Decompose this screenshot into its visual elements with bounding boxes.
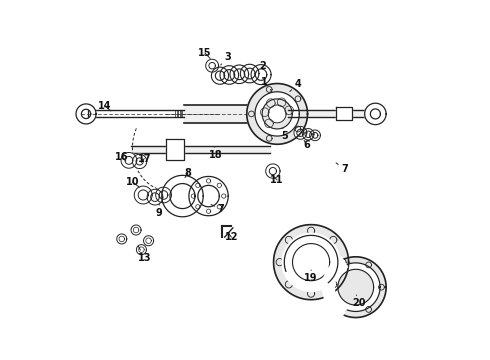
- Text: 8: 8: [184, 168, 191, 178]
- Text: 16: 16: [115, 152, 128, 162]
- Polygon shape: [134, 186, 152, 204]
- Polygon shape: [138, 190, 148, 200]
- Polygon shape: [251, 64, 271, 85]
- Text: 6: 6: [303, 140, 310, 150]
- Text: 11: 11: [270, 175, 284, 185]
- Polygon shape: [131, 146, 270, 153]
- Polygon shape: [284, 235, 338, 289]
- Polygon shape: [211, 67, 228, 84]
- Polygon shape: [310, 130, 320, 141]
- Polygon shape: [189, 176, 228, 216]
- Polygon shape: [162, 175, 203, 217]
- Text: 9: 9: [155, 204, 162, 218]
- Polygon shape: [294, 126, 307, 139]
- Polygon shape: [370, 109, 380, 119]
- Text: 1: 1: [261, 77, 272, 91]
- Polygon shape: [245, 68, 255, 79]
- Text: 19: 19: [304, 270, 318, 283]
- Text: 12: 12: [225, 232, 238, 242]
- Text: 15: 15: [198, 48, 212, 58]
- Polygon shape: [338, 269, 373, 305]
- Polygon shape: [136, 158, 143, 165]
- Polygon shape: [288, 111, 373, 117]
- Text: 13: 13: [138, 246, 151, 263]
- Polygon shape: [206, 59, 219, 72]
- Polygon shape: [325, 257, 386, 318]
- Polygon shape: [312, 132, 318, 138]
- Text: 4: 4: [290, 78, 301, 91]
- Polygon shape: [241, 64, 259, 83]
- Text: 7: 7: [211, 204, 224, 214]
- Polygon shape: [262, 99, 292, 129]
- Polygon shape: [365, 103, 386, 125]
- Text: 3: 3: [220, 52, 231, 65]
- Polygon shape: [151, 193, 159, 202]
- Polygon shape: [215, 71, 224, 80]
- Polygon shape: [198, 185, 220, 207]
- Polygon shape: [305, 131, 312, 138]
- Polygon shape: [331, 263, 380, 311]
- Polygon shape: [230, 65, 248, 84]
- Polygon shape: [184, 105, 270, 123]
- Text: 5: 5: [281, 128, 288, 141]
- Text: 17: 17: [138, 154, 151, 163]
- Text: 2: 2: [256, 61, 266, 73]
- Polygon shape: [336, 108, 352, 120]
- Polygon shape: [297, 129, 304, 136]
- Polygon shape: [220, 66, 239, 84]
- Polygon shape: [156, 187, 171, 203]
- Polygon shape: [255, 69, 267, 80]
- Text: 14: 14: [98, 101, 112, 111]
- Polygon shape: [121, 153, 137, 168]
- Polygon shape: [147, 189, 163, 205]
- Polygon shape: [234, 69, 245, 80]
- Polygon shape: [273, 225, 348, 300]
- Polygon shape: [125, 157, 133, 164]
- Polygon shape: [266, 164, 280, 178]
- Polygon shape: [209, 63, 215, 69]
- Polygon shape: [132, 154, 147, 168]
- Text: 7: 7: [336, 163, 348, 174]
- Polygon shape: [224, 69, 235, 80]
- Polygon shape: [270, 167, 276, 175]
- Polygon shape: [170, 184, 195, 208]
- Polygon shape: [167, 139, 184, 160]
- Polygon shape: [302, 129, 314, 140]
- Polygon shape: [81, 109, 91, 118]
- Polygon shape: [76, 104, 96, 124]
- Text: 10: 10: [126, 177, 139, 187]
- Polygon shape: [159, 191, 168, 199]
- Polygon shape: [268, 105, 286, 123]
- Text: 18: 18: [209, 147, 222, 160]
- Text: 20: 20: [353, 295, 366, 308]
- Polygon shape: [255, 92, 299, 136]
- Polygon shape: [247, 84, 308, 144]
